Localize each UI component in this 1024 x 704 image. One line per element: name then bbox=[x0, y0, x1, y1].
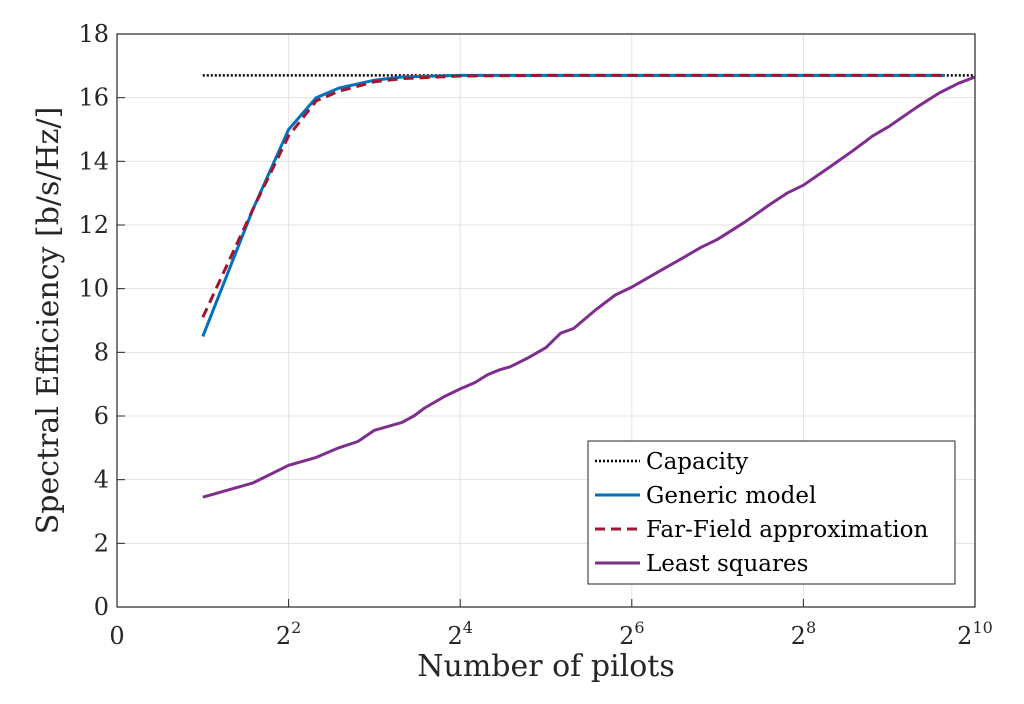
legend: Capacity Generic model Far-Field approxima… bbox=[587, 440, 956, 585]
series-line-1 bbox=[201, 73, 945, 337]
y-tick-label: 4 bbox=[94, 466, 109, 494]
x-axis-label: Number of pilots bbox=[417, 649, 674, 684]
y-tick-label: 0 bbox=[94, 593, 109, 621]
x-tick-label: 0 bbox=[109, 622, 124, 650]
y-tick-label: 8 bbox=[94, 338, 109, 366]
series-line-3 bbox=[202, 75, 976, 499]
y-tick-label: 18 bbox=[78, 20, 109, 48]
y-tick-label: 16 bbox=[78, 84, 109, 112]
plot-area-frame bbox=[116, 33, 976, 608]
series-lines bbox=[201, 73, 976, 499]
y-tick-label: 14 bbox=[78, 147, 109, 175]
x-axis-ticks: 0 22 24 26 28 210 bbox=[109, 599, 993, 650]
x-tick-label: 28 bbox=[791, 618, 816, 650]
y-tick-label: 10 bbox=[78, 275, 109, 303]
y-axis-ticks: 0 2 4 6 8 10 12 14 16 18 bbox=[78, 20, 125, 621]
x-tick-label: 24 bbox=[447, 618, 472, 650]
series-line-2 bbox=[201, 73, 945, 318]
legend-label: Far-Field approximation bbox=[646, 517, 928, 543]
legend-label: Generic model bbox=[646, 483, 816, 509]
legend-box bbox=[587, 440, 956, 585]
legend-label: Capacity bbox=[646, 449, 748, 475]
y-tick-label: 2 bbox=[94, 529, 109, 557]
x-tick-label: 210 bbox=[957, 618, 993, 650]
legend-label: Least squares bbox=[646, 551, 808, 577]
y-axis-label: Spectral Efficiency [b/s/Hz/] bbox=[31, 107, 66, 535]
x-tick-label: 22 bbox=[276, 618, 301, 650]
y-tick-label: 6 bbox=[94, 402, 109, 430]
y-tick-label: 12 bbox=[78, 211, 109, 239]
x-tick-label: 26 bbox=[619, 618, 644, 650]
